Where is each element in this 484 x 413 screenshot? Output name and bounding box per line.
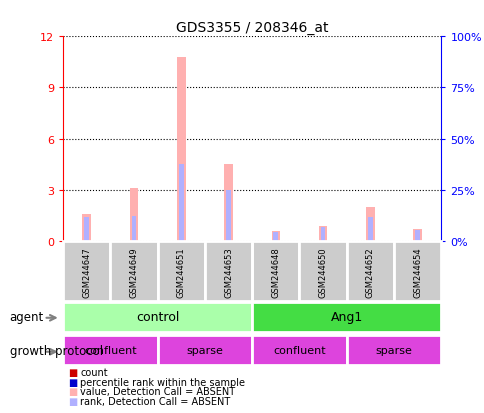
Text: Ang1: Ang1 [330, 311, 362, 323]
Bar [157, 242, 204, 301]
Bar [179, 165, 183, 242]
Text: ■: ■ [68, 396, 77, 406]
Text: control: control [136, 311, 179, 323]
Text: agent: agent [10, 311, 44, 324]
Bar [414, 230, 419, 242]
Text: GSM244647: GSM244647 [82, 246, 91, 297]
Bar [273, 232, 278, 242]
Bar [271, 231, 280, 242]
Bar [365, 207, 374, 242]
Bar [63, 335, 157, 365]
Bar [367, 218, 372, 242]
Bar [63, 242, 110, 301]
Text: GSM244649: GSM244649 [129, 246, 138, 297]
Bar [226, 190, 230, 242]
Bar [346, 335, 440, 365]
Bar [320, 227, 325, 242]
Title: GDS3355 / 208346_at: GDS3355 / 208346_at [176, 21, 328, 35]
Bar [299, 242, 346, 301]
Text: ■: ■ [68, 368, 77, 377]
Bar [393, 242, 440, 301]
Bar [224, 165, 232, 242]
Bar [131, 216, 136, 242]
Text: ■: ■ [68, 387, 77, 396]
Text: confluent: confluent [84, 345, 136, 355]
Text: percentile rank within the sample: percentile rank within the sample [80, 377, 244, 387]
Bar [412, 230, 421, 242]
Bar [82, 214, 91, 242]
Text: value, Detection Call = ABSENT: value, Detection Call = ABSENT [80, 387, 235, 396]
Text: GSM244654: GSM244654 [412, 246, 422, 297]
Bar [252, 335, 346, 365]
Text: confluent: confluent [272, 345, 325, 355]
Text: growth protocol: growth protocol [10, 344, 103, 357]
Bar [318, 226, 327, 242]
Text: GSM244650: GSM244650 [318, 246, 327, 297]
Text: ■: ■ [68, 377, 77, 387]
Text: sparse: sparse [186, 345, 223, 355]
Bar [129, 189, 138, 242]
Bar [252, 242, 299, 301]
Text: GSM244651: GSM244651 [176, 246, 185, 297]
Bar [63, 302, 252, 332]
Text: sparse: sparse [375, 345, 412, 355]
Text: rank, Detection Call = ABSENT: rank, Detection Call = ABSENT [80, 396, 230, 406]
Bar [204, 242, 252, 301]
Text: GSM244652: GSM244652 [365, 246, 374, 297]
Bar [157, 335, 252, 365]
Bar [84, 218, 89, 242]
Bar [110, 242, 157, 301]
Bar [177, 57, 185, 242]
Bar [252, 302, 440, 332]
Text: GSM244653: GSM244653 [224, 246, 233, 297]
Text: count: count [80, 368, 107, 377]
Text: GSM244648: GSM244648 [271, 246, 280, 297]
Bar [346, 242, 393, 301]
